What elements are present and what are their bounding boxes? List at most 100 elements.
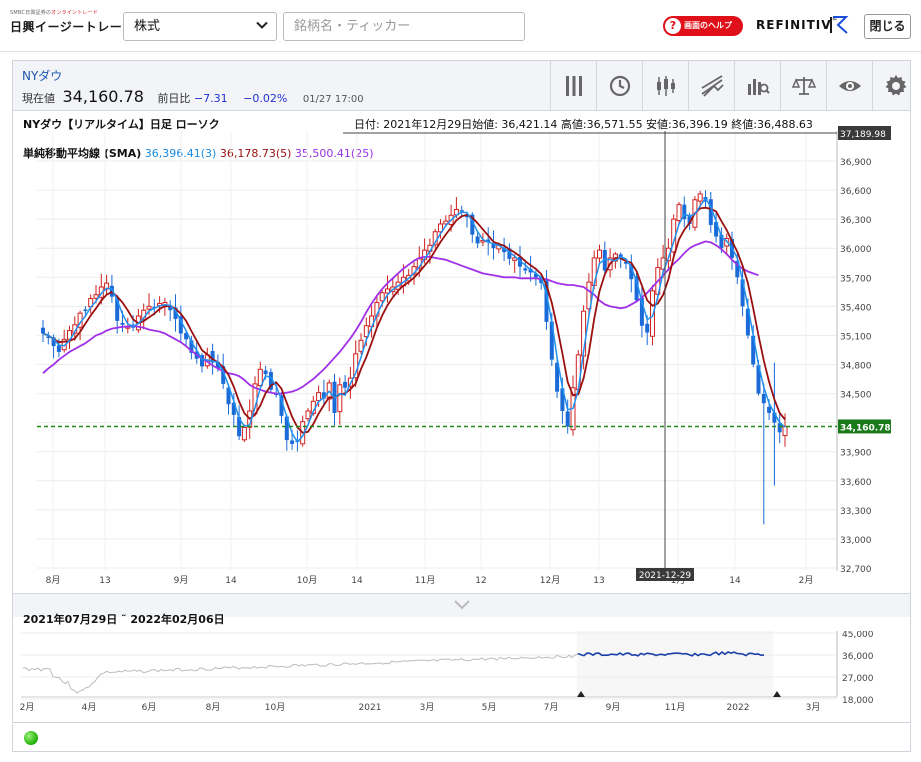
candle-body-down (189, 340, 194, 353)
sma-legend: 単純移動平均線 (SMA) 36,396.41(3) 36,178.73(5) … (23, 145, 374, 161)
candle-body-down (83, 309, 88, 311)
chart-overlay: 34,160.78 37,189.98 2021-12-29 (37, 126, 891, 581)
ohlc-readout: 日付: 2021年12月29日始値: 36,421.14 高値:36,571.5… (354, 118, 813, 131)
candle-body-down (173, 307, 178, 319)
refinitiv-logo: REFINITIV™ (756, 18, 839, 32)
nav-y-tick: 36,000 (842, 652, 874, 662)
candle-body-up (257, 368, 263, 387)
category-select[interactable]: 株式 (123, 12, 277, 41)
analysis-search-icon (748, 79, 770, 95)
period-button[interactable] (596, 61, 642, 111)
last-price-label: 34,160.78 (840, 423, 891, 433)
candle-body-down (714, 221, 719, 237)
candle-body-down (751, 335, 756, 365)
candle-body-down (624, 261, 628, 264)
candle-body-up (305, 410, 311, 420)
candle-body-up (438, 223, 443, 233)
range-navigator[interactable]: 45,000 36,000 27,000 18,000 2月 4月 6月 8月 10月 2021 3… (13, 631, 910, 721)
help-label: 画面のヘルプ (684, 21, 732, 30)
nav-x-tick: 3月 (806, 702, 821, 713)
candle-body-down (756, 365, 761, 394)
y-tick-label: 33,000 (840, 536, 872, 546)
brand-logo: SMBC日興証券のオンライントレード 日興イージートレード (10, 9, 135, 35)
crosshair-value: 37,189.98 (840, 130, 886, 140)
candle-body-down (210, 351, 215, 363)
candle-body-up (697, 193, 703, 202)
candle-body-down (486, 239, 491, 243)
candle-body-up (241, 426, 247, 441)
y-tick-label: 33,300 (840, 507, 872, 517)
candle-body-down (761, 393, 766, 404)
status-bar (12, 724, 911, 752)
candle-body-down (507, 248, 512, 259)
visibility-button[interactable] (826, 61, 872, 111)
candle-body-down (735, 260, 740, 278)
chart-title: NYダウ【リアルタイム】日足 ローソク (23, 118, 220, 131)
candle-body-down (226, 387, 231, 405)
candle-body-down (740, 279, 745, 307)
refinitiv-tm: ™ (831, 18, 839, 25)
y-tick-label: 36,600 (840, 187, 872, 197)
trendline-button[interactable] (688, 61, 734, 111)
candle-body-down (215, 361, 220, 369)
candle-body-down (263, 370, 268, 375)
close-button[interactable]: 閉じる (864, 14, 911, 39)
candle-body-up (358, 339, 364, 352)
chart-panel: NYダウ 現在値 34,160.78 前日比 −7.31 −0.02% 01/2… (12, 60, 911, 723)
candle-body-down (682, 204, 687, 220)
chart-grid: 36,900 36,600 36,300 36,000 35,700 35,400 35,1… (37, 131, 872, 586)
y-tick-label: 34,800 (840, 362, 872, 372)
candlestick-button[interactable] (642, 61, 688, 111)
trendline-icon (701, 75, 724, 97)
candle-body-down (168, 305, 173, 311)
candle-body-down (343, 381, 348, 388)
settings-button[interactable] (872, 61, 918, 111)
candle-body-up (146, 305, 152, 310)
y-tick-label: 33,600 (840, 478, 872, 488)
candle-body-up (597, 249, 602, 259)
chart-type-button[interactable] (550, 61, 596, 111)
search-input[interactable] (283, 12, 525, 41)
x-tick-label: 9月 (174, 575, 189, 586)
current-price-value: 34,160.78 (62, 87, 144, 106)
history-line (22, 653, 579, 694)
help-button[interactable]: ? 画面のヘルプ (663, 16, 743, 36)
candle-body-down (184, 333, 189, 340)
candle-body-up (650, 290, 655, 337)
analysis-button[interactable] (734, 61, 780, 111)
candle-body-up (782, 426, 788, 437)
y-tick-label: 35,400 (840, 303, 872, 313)
category-select-value: 株式 (134, 19, 161, 34)
nav-y-tick: 27,000 (842, 674, 874, 684)
crosshair-date: 2021-12-29 (639, 571, 692, 581)
balance-icon (792, 77, 816, 95)
nav-y-tick: 18,000 (842, 696, 874, 706)
change-value: −7.31 (193, 92, 228, 105)
nav-x-tick: 3月 (420, 702, 435, 713)
candle-body-down (555, 362, 560, 392)
candle-body-down (46, 336, 51, 338)
candle-body-down (470, 214, 475, 235)
candle-body-down (767, 406, 772, 413)
candle-body-down (221, 366, 226, 384)
candle-body-down (268, 371, 273, 390)
candle-body-down (51, 337, 56, 347)
candle-body-up (676, 204, 682, 221)
change-percent: −0.02% (243, 92, 288, 105)
candle-body-up (93, 294, 99, 299)
candlestick-chart[interactable]: 36,900 36,600 36,300 36,000 35,700 35,400 35,1… (13, 111, 910, 593)
sma5-line (42, 206, 786, 434)
quote-header: NYダウ 現在値 34,160.78 前日比 −7.31 −0.02% 01/2… (13, 61, 910, 111)
logo-main-text: 日興イージートレード (10, 20, 135, 34)
candle-body-down (459, 210, 464, 212)
y-tick-label: 34,500 (840, 391, 872, 401)
symbol-name[interactable]: NYダウ (22, 69, 63, 83)
candle-body-down (549, 321, 554, 360)
chevron-down-icon (454, 600, 470, 610)
quote-datetime: 01/27 17:00 (302, 94, 364, 105)
compare-button[interactable] (780, 61, 826, 111)
nav-x-tick: 4月 (82, 702, 97, 713)
candle-body-down (708, 199, 713, 225)
candle-body-up (665, 247, 671, 262)
collapse-toggle[interactable] (13, 593, 910, 617)
